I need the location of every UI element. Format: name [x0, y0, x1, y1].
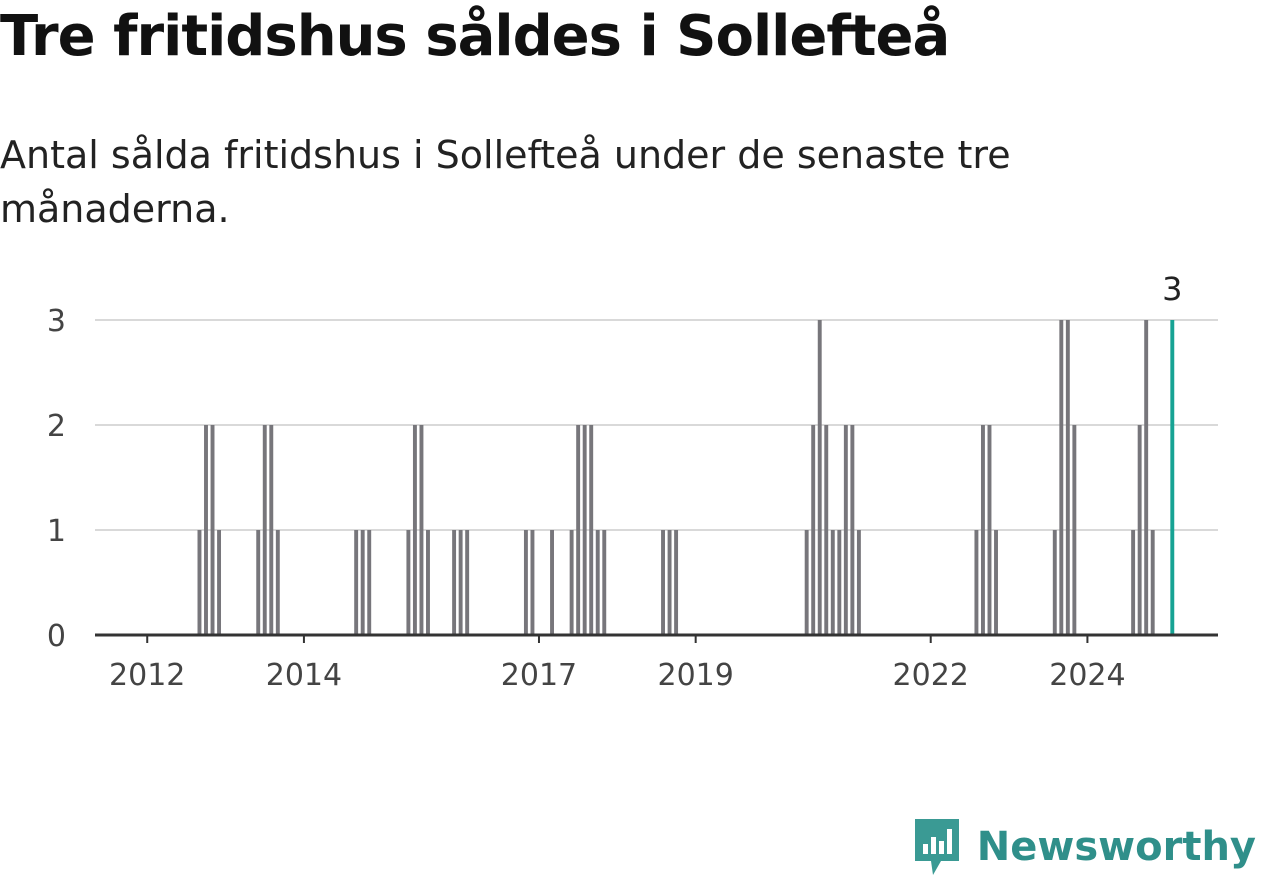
bar [204, 425, 208, 635]
bar [262, 425, 267, 635]
bar [1150, 530, 1155, 635]
bar [269, 425, 274, 635]
highlight-value-label: 3 [1162, 270, 1182, 308]
bar [856, 530, 861, 635]
x-tick-label: 2022 [893, 658, 969, 693]
bar [1131, 530, 1136, 635]
bar [1137, 425, 1142, 635]
bar [576, 425, 581, 635]
y-tick-label: 3 [47, 304, 66, 339]
bar [523, 530, 528, 635]
grid-lines [95, 319, 1218, 531]
bar-chart: 0 1 2 3 3 2012 2014 2017 2019 2022 2024 [47, 270, 1218, 693]
x-tick-label: 2014 [266, 658, 342, 693]
bar [974, 530, 979, 635]
x-tick-label: 2017 [501, 658, 577, 693]
bar [994, 530, 998, 635]
bar [412, 425, 417, 635]
bar [530, 530, 535, 635]
bar [426, 530, 430, 635]
bar [406, 530, 411, 635]
bar [354, 530, 359, 635]
bar [256, 530, 261, 635]
x-tick-label: 2024 [1049, 658, 1125, 693]
bar [850, 425, 855, 635]
bar [217, 530, 222, 635]
bar [824, 425, 829, 635]
bar [837, 530, 842, 635]
bar [367, 530, 372, 635]
page-subtitle: Antal sålda fritidshus i Sollefteå under… [0, 133, 1011, 231]
bar [987, 425, 992, 635]
bar [1059, 320, 1064, 635]
x-tick-label: 2012 [109, 658, 185, 693]
bar [661, 530, 665, 635]
y-tick-label: 0 [47, 619, 66, 654]
bar [419, 425, 424, 635]
bar [843, 425, 848, 635]
brand-logo: Newsworthy [911, 817, 1256, 877]
bar [452, 530, 457, 635]
bar [817, 320, 822, 635]
bar [569, 530, 574, 635]
bar [804, 530, 809, 635]
bar [1065, 320, 1070, 635]
bar [360, 530, 365, 635]
bar [674, 530, 679, 635]
bar [1072, 425, 1077, 635]
bar [595, 530, 600, 635]
newsworthy-logo-icon [914, 819, 959, 875]
bar [589, 425, 594, 635]
bar [458, 530, 463, 635]
bar [980, 425, 985, 635]
bar [667, 530, 672, 635]
bar [210, 425, 215, 635]
x-tick-label: 2019 [657, 658, 733, 693]
bar [1144, 320, 1149, 635]
brand-name: Newsworthy [976, 824, 1256, 870]
bar [465, 530, 470, 635]
bars [197, 320, 1175, 635]
bar [830, 530, 835, 635]
bar [582, 425, 587, 635]
page-title: Tre fritidshus såldes i Sollefteå [0, 4, 950, 69]
bar [811, 425, 816, 635]
bar [197, 530, 202, 635]
axes: 0 1 2 3 3 2012 2014 2017 2019 2022 2024 [47, 270, 1218, 693]
y-tick-label: 2 [47, 409, 66, 444]
bar [550, 530, 554, 635]
bar [602, 530, 607, 635]
bar [1052, 530, 1057, 635]
bar [275, 530, 280, 635]
bar-highlight [1170, 320, 1175, 635]
y-tick-label: 1 [47, 514, 66, 549]
